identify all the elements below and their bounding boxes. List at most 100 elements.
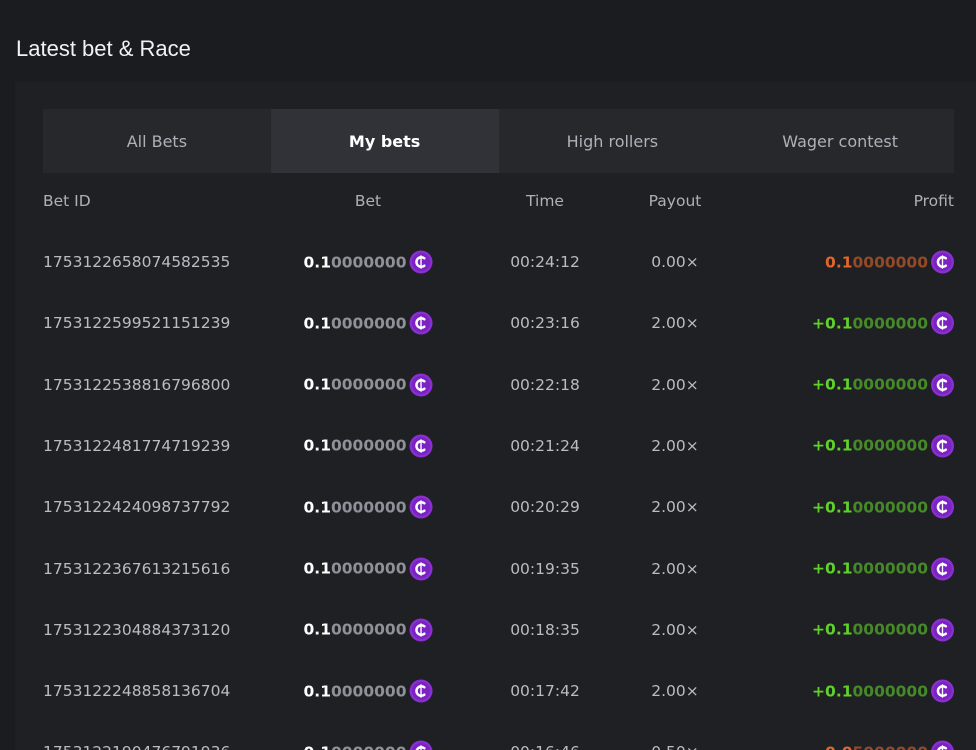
amount-lead: 0.1 (303, 559, 331, 578)
profit-zeros: 5000000 (853, 743, 929, 750)
profit-zeros: 0000000 (852, 498, 929, 517)
tab[interactable]: Wager contest (782, 131, 898, 151)
profit-lead: +0.1 (812, 620, 853, 639)
coin-icon (931, 618, 954, 642)
profit-zeros: 0000000 (852, 253, 929, 271)
bet-time: 00:19:35 (510, 559, 580, 578)
amount-zeros: 0000000 (330, 253, 407, 271)
bet-id: 1753122538816796800 (43, 375, 231, 394)
coin-icon (409, 434, 433, 458)
bet-time: 00:16:46 (510, 743, 580, 750)
coin-icon (409, 311, 433, 335)
amount-zeros: 0000000 (330, 314, 407, 333)
tab[interactable]: All Bets (126, 131, 188, 151)
amount-zeros: 0000000 (330, 620, 407, 639)
bet-time: 00:18:35 (510, 620, 580, 639)
profit-zeros: 0000000 (852, 436, 929, 455)
coin-icon (931, 434, 954, 458)
profit: 0.05000000 (825, 740, 954, 750)
profit: +0.1 0000000 (812, 495, 954, 519)
bet-id: 1753122367613215616 (43, 559, 231, 578)
bet-time: 00:23:16 (510, 314, 580, 333)
payout: 2.00× (651, 620, 699, 639)
payout: 0.00× (651, 253, 699, 271)
coin-icon (409, 557, 433, 580)
profit-zeros: 0000000 (852, 682, 929, 701)
column-header: Payout (648, 192, 702, 210)
column-header: Bet ID (43, 192, 91, 210)
amount-lead: 0.1 (303, 620, 331, 639)
amount-zeros: 0000000 (330, 559, 407, 578)
coin-icon (931, 373, 954, 397)
coin-icon (409, 250, 433, 274)
coin-icon (931, 679, 954, 703)
bets-panel: All Bets My bets High rollers Wager contest… (15, 82, 976, 750)
profit-zeros: 0000000 (852, 559, 929, 578)
tab[interactable]: My bets (270, 109, 499, 173)
profit-lead: +0.1 (812, 682, 853, 701)
profit-lead: +0.1 (812, 375, 853, 394)
tab[interactable]: High rollers (566, 131, 659, 151)
amount-lead: 0.1 (303, 436, 331, 455)
profit: +0.1 0000000 (812, 618, 954, 642)
column-header: Bet (354, 192, 382, 210)
amount-lead: 0.1 (303, 314, 331, 333)
coin-icon (931, 250, 954, 274)
profit: +0.1 0000000 (812, 373, 954, 397)
profit-lead: +0.1 (812, 314, 853, 333)
coin-icon (931, 740, 954, 750)
profit-lead: 0.1 (825, 253, 853, 271)
column-header: Profit (913, 192, 954, 210)
section-title: Latest bet & Race (16, 36, 191, 61)
tab-bar: All Bets My bets High rollers Wager contest (43, 109, 954, 173)
amount-zeros: 0000000 (330, 375, 407, 394)
bet-time: 00:20:29 (510, 498, 580, 517)
amount-lead: 0.1 (303, 253, 331, 271)
coin-icon (931, 495, 954, 519)
bet-time: 00:21:24 (510, 436, 580, 455)
coin-icon (409, 373, 433, 397)
bet-time: 00:24:12 (510, 253, 580, 271)
payout: 2.00× (651, 436, 699, 455)
profit: +0.1 0000000 (812, 311, 954, 335)
coin-icon (409, 495, 433, 519)
payout: 2.00× (651, 314, 699, 333)
bet-time: 00:17:42 (510, 682, 580, 701)
bet-time: 00:22:18 (510, 375, 580, 394)
bet-id: 1753122599521151239 (43, 314, 231, 333)
amount-lead: 0.1 (303, 375, 331, 394)
payout: 2.00× (651, 375, 699, 394)
amount-zeros: 0000000 (330, 682, 407, 701)
bet-id: 1753122481774719239 (43, 436, 231, 455)
profit-lead: +0.1 (812, 559, 853, 578)
payout: 2.00× (651, 559, 699, 578)
bet-id: 1753122304884373120 (43, 620, 231, 639)
coin-icon (409, 618, 433, 642)
bet-id: 1753122248858136704 (43, 682, 231, 701)
coin-icon (931, 557, 954, 580)
profit-zeros: 0000000 (852, 620, 929, 639)
profit-lead: 0.0 (825, 743, 852, 750)
column-header: Time (526, 192, 564, 210)
payout: 2.00× (651, 682, 699, 701)
profit: +0.1 0000000 (812, 679, 954, 703)
amount-zeros: 0000000 (330, 498, 407, 517)
profit-lead: +0.1 (812, 498, 853, 517)
bet-id: 1753122424098737792 (43, 498, 231, 517)
coin-icon (409, 740, 433, 750)
payout: 2.00× (651, 498, 699, 517)
bet-id: 1753122190476791936 (43, 743, 230, 750)
profit: +0.1 0000000 (812, 434, 954, 458)
coin-icon (931, 311, 954, 335)
payout: 0.50× (651, 743, 699, 750)
amount-lead: 0.1 (303, 682, 331, 701)
